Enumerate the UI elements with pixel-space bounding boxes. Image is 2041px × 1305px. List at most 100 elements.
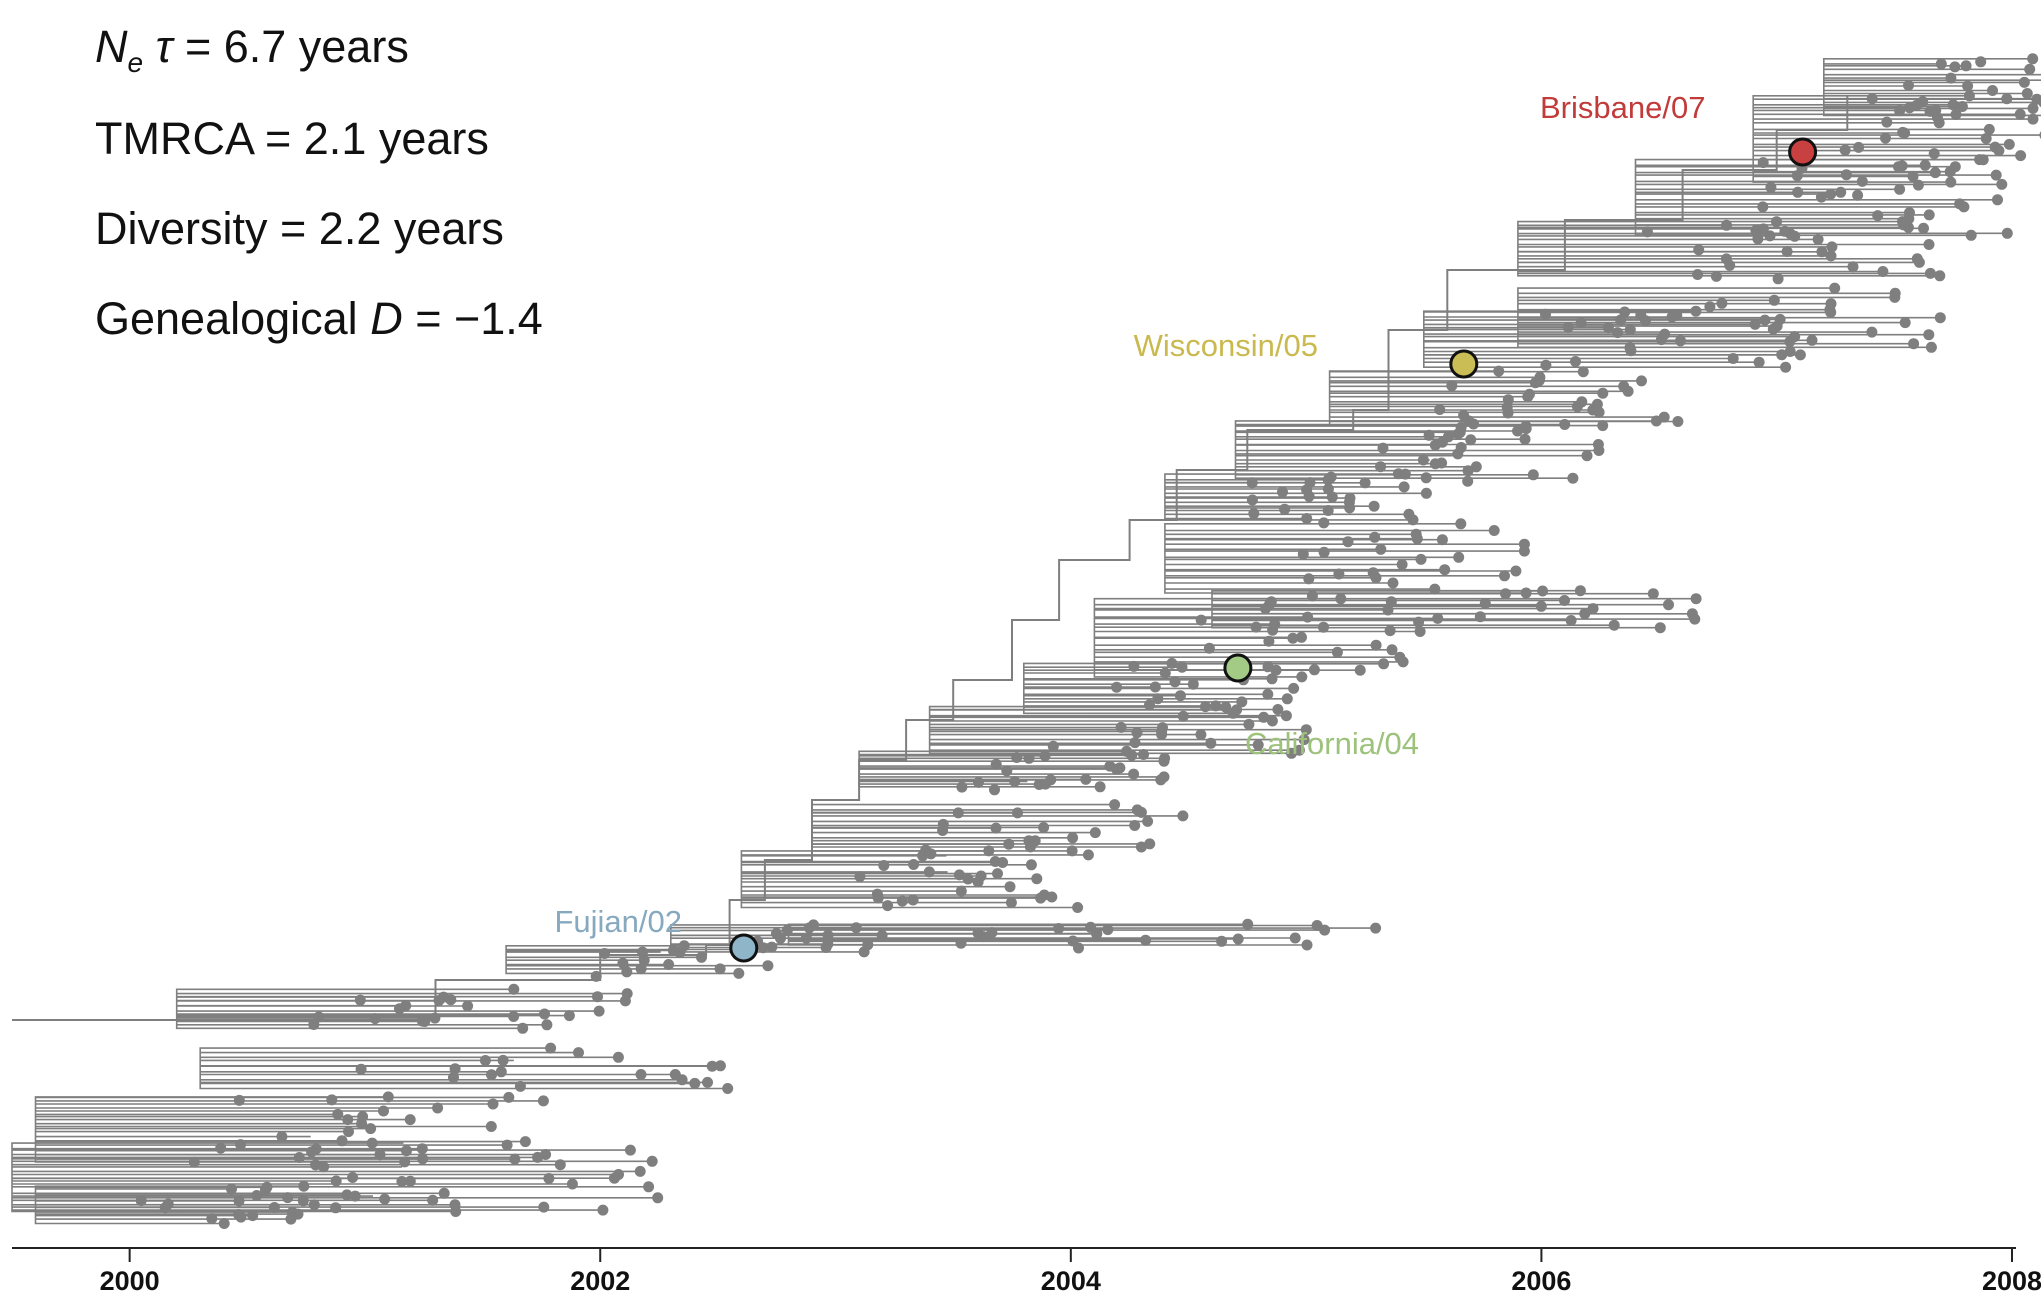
tip-node xyxy=(997,857,1009,868)
tip-node xyxy=(1382,604,1394,616)
california-04-marker xyxy=(1223,653,1253,683)
tip-node xyxy=(1881,116,1893,128)
tip-node xyxy=(1928,148,1940,160)
tip-node xyxy=(1784,346,1796,357)
tip-node xyxy=(1602,322,1614,334)
tip-node xyxy=(872,892,884,904)
tip-node xyxy=(1177,810,1189,822)
tip-node xyxy=(1396,559,1408,570)
tip-node xyxy=(1392,468,1404,480)
tip-node xyxy=(822,929,834,941)
tip-node xyxy=(1622,385,1634,397)
tip-node xyxy=(1322,474,1334,486)
tip-node xyxy=(955,937,967,949)
tip-node xyxy=(896,895,908,907)
tip-node xyxy=(1671,309,1683,321)
tip-node xyxy=(1816,246,1828,258)
tip-node xyxy=(497,1054,509,1066)
tip-node xyxy=(1753,356,1765,368)
tip-node xyxy=(1344,502,1356,514)
tip-node xyxy=(2038,97,2041,108)
tip-node xyxy=(462,1000,474,1012)
tip-node xyxy=(545,1042,557,1054)
tip-node xyxy=(757,942,769,954)
tip-node xyxy=(1375,543,1387,555)
tip-node xyxy=(1924,105,1936,117)
tip-node xyxy=(1455,518,1467,530)
tip-node xyxy=(206,1213,218,1225)
tip-node xyxy=(1835,186,1847,198)
tip-node xyxy=(1023,752,1035,764)
tip-node xyxy=(1296,671,1308,683)
tip-node xyxy=(261,1181,273,1193)
tip-node xyxy=(1872,210,1884,222)
tip-node xyxy=(1102,924,1114,936)
tip-node xyxy=(508,1011,520,1022)
tip-node xyxy=(432,1102,444,1114)
tip-node xyxy=(1597,387,1609,399)
tip-node xyxy=(1384,625,1396,637)
tip-node xyxy=(1894,105,1906,117)
tip-node xyxy=(621,966,633,978)
tip-node xyxy=(593,1005,605,1017)
tip-node xyxy=(1287,632,1299,644)
tip-node xyxy=(1169,676,1181,688)
tip-node xyxy=(1159,667,1171,679)
tip-node xyxy=(374,1149,386,1161)
tip-node xyxy=(1672,416,1684,427)
tip-node xyxy=(696,951,707,963)
tip-node xyxy=(1965,229,1977,241)
tip-node xyxy=(519,1136,531,1148)
tip-node xyxy=(1825,250,1837,262)
tip-node xyxy=(1415,553,1427,565)
tip-node xyxy=(1757,223,1769,235)
x-axis-tick-label: 2004 xyxy=(1041,1266,1101,1296)
tip-node xyxy=(1537,585,1549,597)
tip-node xyxy=(1540,308,1551,320)
tip-node xyxy=(1624,324,1636,336)
tip-node xyxy=(1252,739,1264,751)
tip-node xyxy=(539,1008,550,1020)
tip-node xyxy=(235,1139,247,1151)
tip-node xyxy=(1474,611,1486,623)
tip-node xyxy=(973,776,984,788)
tip-node xyxy=(1593,445,1605,456)
tip-node xyxy=(676,1074,688,1086)
tip-node xyxy=(247,1210,259,1222)
tip-node xyxy=(1465,434,1477,446)
tip-node xyxy=(2018,76,2030,88)
tip-node xyxy=(369,1013,381,1025)
clade-branches xyxy=(1328,370,1678,427)
tip-node xyxy=(433,995,445,1006)
tip-node xyxy=(1962,80,1974,92)
tip-node xyxy=(612,1051,624,1063)
tip-node xyxy=(1129,737,1141,749)
tip-node xyxy=(537,1095,549,1107)
tip-node xyxy=(1128,660,1140,672)
tip-node xyxy=(1318,546,1330,558)
tip-node xyxy=(1559,595,1570,606)
tip-node xyxy=(1155,774,1167,786)
tip-node xyxy=(1980,133,1992,144)
tip-node xyxy=(1781,246,1793,257)
tip-node xyxy=(1302,611,1314,623)
tip-node xyxy=(1129,820,1141,831)
tip-node xyxy=(1012,807,1023,819)
tip-node xyxy=(1144,699,1155,711)
tip-node xyxy=(1453,551,1465,563)
tip-node xyxy=(379,1193,391,1205)
tip-node xyxy=(1210,700,1222,712)
tip-node xyxy=(1195,729,1207,741)
tip-node xyxy=(1303,490,1315,502)
tip-node xyxy=(1066,845,1078,857)
tip-node xyxy=(1359,477,1371,489)
tip-node xyxy=(990,822,1002,834)
tip-node xyxy=(1779,225,1791,237)
tip-node xyxy=(233,1094,245,1106)
tip-node xyxy=(1378,658,1390,670)
tip-node xyxy=(1960,60,1972,72)
tip-node xyxy=(1126,749,1138,761)
tip-node xyxy=(298,1180,310,1192)
tip-node xyxy=(1853,141,1865,153)
tip-node xyxy=(532,1151,544,1163)
